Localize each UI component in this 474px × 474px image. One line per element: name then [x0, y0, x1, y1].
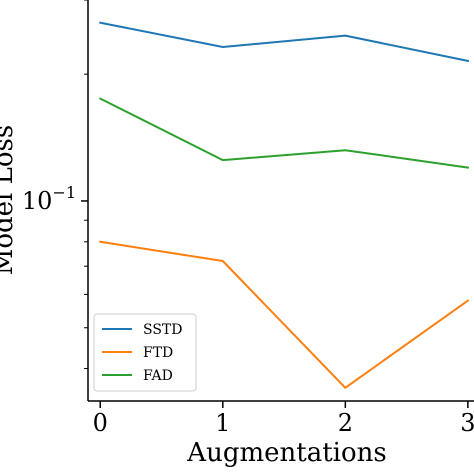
x-tick-label: 1	[215, 409, 230, 437]
y-tick-label: 10−1	[22, 183, 76, 215]
legend-label-ftd: FTD	[143, 345, 173, 361]
legend-frame	[93, 313, 197, 392]
y-axis-ticks: 10−1	[22, 0, 88, 370]
x-axis-title: Augmentations	[186, 438, 386, 468]
series-line-ftd	[99, 240, 470, 389]
legend-label-sstd: SSTD	[143, 322, 183, 338]
legend: SSTD FTD FAD	[93, 313, 197, 392]
x-tick-label: 2	[338, 409, 353, 437]
series-line-fad	[98, 97, 470, 169]
x-tick-label: 0	[93, 409, 108, 437]
y-axis-title: Model Loss	[0, 125, 19, 276]
x-tick-label: 3	[460, 409, 474, 437]
series-line-sstd	[99, 21, 470, 63]
x-axis-ticks: 0 1 2 3	[93, 401, 474, 437]
legend-label-fad: FAD	[143, 368, 173, 384]
series-layer	[98, 21, 470, 389]
